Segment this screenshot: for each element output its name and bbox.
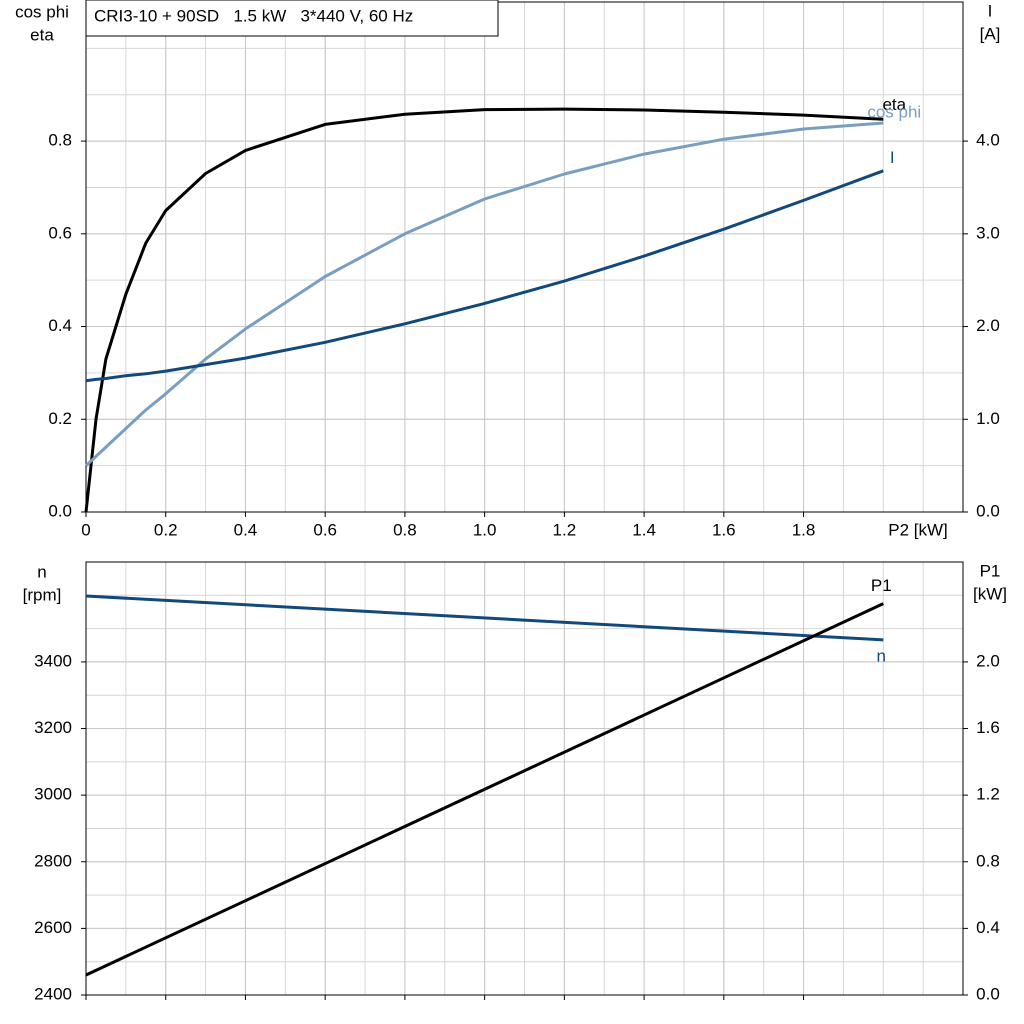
y-tick-label: 0.4 — [48, 316, 72, 335]
y-tick-label: 0.8 — [48, 131, 72, 150]
chart-title: CRI3-10 + 90SD 1.5 kW 3*440 V, 60 Hz — [94, 6, 413, 25]
x-axis-label: P2 [kW] — [888, 520, 948, 539]
y-axis-label: n — [37, 562, 46, 581]
line-series — [84, 107, 884, 513]
y-tick-label: 2600 — [34, 918, 72, 937]
y2-tick-label: 3.0 — [976, 223, 1000, 242]
x-tick-label: 1.6 — [712, 520, 736, 539]
x-tick-label: 1.8 — [792, 520, 816, 539]
x-tick-label: 0.6 — [313, 520, 337, 539]
plot-frame — [85, 561, 964, 996]
x-tick-label: 0.2 — [154, 520, 178, 539]
y2-tick-label: 1.6 — [976, 718, 1000, 737]
y-tick-label: 3200 — [34, 718, 72, 737]
y-tick-label: 0.6 — [48, 223, 72, 242]
series-label: eta — [882, 95, 906, 114]
x-tick-label: 1.2 — [553, 520, 577, 539]
y2-tick-label: 1.0 — [976, 409, 1000, 428]
y2-tick-label: 2.0 — [976, 651, 1000, 670]
x-tick-label: 0 — [81, 520, 90, 539]
line-series — [85, 602, 884, 977]
line-series — [85, 594, 884, 642]
y2-tick-label: 0.0 — [976, 984, 1000, 1003]
y2-axis-label: P1 — [980, 561, 1001, 580]
y2-tick-label: 2.0 — [976, 316, 1000, 335]
series-label: cos phi — [867, 102, 921, 121]
plot-frame — [85, 1, 964, 513]
y-tick-label: 3000 — [34, 785, 72, 804]
y-tick-label: 2400 — [34, 984, 72, 1003]
y2-tick-label: 0.0 — [976, 501, 1000, 520]
y-axis-label: eta — [30, 25, 54, 44]
series-label: n — [877, 646, 886, 665]
y2-axis-label: [kW] — [973, 584, 1007, 603]
y-tick-label: 2800 — [34, 851, 72, 870]
y2-tick-label: 4.0 — [976, 131, 1000, 150]
y-tick-label: 0.0 — [48, 501, 72, 520]
y-tick-label: 0.2 — [48, 409, 72, 428]
y2-axis-label: I — [988, 1, 993, 20]
line-series — [85, 169, 884, 383]
y-axis-label: cos phi — [15, 2, 69, 21]
y-tick-label: 3400 — [34, 651, 72, 670]
x-tick-label: 0.8 — [393, 520, 417, 539]
line-series — [84, 121, 884, 467]
title-box — [85, 0, 499, 37]
x-tick-label: 1.4 — [632, 520, 656, 539]
y2-tick-label: 0.4 — [976, 918, 1000, 937]
series-label: I — [890, 148, 895, 167]
series-label: P1 — [871, 576, 892, 595]
y2-axis-label: [A] — [980, 24, 1001, 43]
y2-tick-label: 0.8 — [976, 851, 1000, 870]
y-axis-label: [rpm] — [23, 585, 62, 604]
y2-tick-label: 1.2 — [976, 785, 1000, 804]
x-tick-label: 0.4 — [234, 520, 258, 539]
x-tick-label: 1.0 — [473, 520, 497, 539]
